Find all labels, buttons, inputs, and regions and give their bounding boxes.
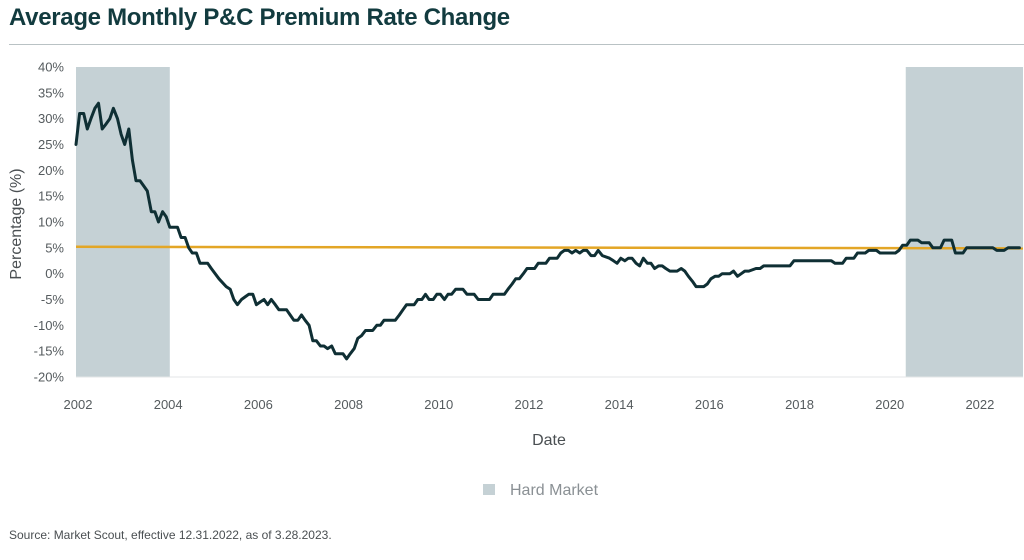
y-tick-label: 0% (45, 266, 64, 281)
reference-line (75, 245, 1024, 250)
x-tick-label: 2006 (244, 397, 273, 412)
series-line (74, 101, 1021, 361)
hard-market-region-2 (905, 67, 1023, 377)
x-tick-label: 2004 (154, 397, 183, 412)
x-tick-label: 2014 (605, 397, 634, 412)
x-tick-label: 2020 (875, 397, 904, 412)
legend-swatch-hard-market (483, 484, 495, 495)
x-tick-label: 2016 (695, 397, 724, 412)
source-note: Source: Market Scout, effective 12.31.20… (9, 528, 332, 542)
y-axis-label: Percentage (%) (8, 168, 25, 279)
x-tick-label: 2012 (514, 397, 543, 412)
x-tick-label: 2008 (334, 397, 363, 412)
y-tick-label: 35% (38, 85, 64, 100)
y-tick-label: 20% (38, 163, 64, 178)
y-tick-label: 5% (45, 240, 64, 255)
y-tick-label: -15% (34, 344, 65, 359)
x-axis-ticks: 2002 2004 2006 2008 2010 2012 2014 2016 2018 2020… (64, 397, 995, 412)
y-tick-label: -10% (34, 318, 65, 333)
x-tick-label: 2002 (64, 397, 93, 412)
title-divider (9, 44, 1024, 45)
y-tick-label: -20% (34, 370, 65, 385)
legend-label-hard-market: Hard Market (510, 482, 599, 499)
x-tick-label: 2010 (424, 397, 453, 412)
shaded-regions (76, 67, 1023, 377)
y-tick-label: 30% (38, 111, 64, 126)
x-tick-label: 2018 (785, 397, 814, 412)
y-axis-ticks: 40% 35% 30% 25% 20% 15% 10% 5% 0% -5% -10% -15% -20% (34, 60, 65, 385)
legend: Hard Market (483, 482, 599, 499)
x-tick-label: 2022 (965, 397, 994, 412)
page-title: Average Monthly P&C Premium Rate Change (9, 4, 510, 31)
y-tick-label: 15% (38, 189, 64, 204)
y-tick-label: 25% (38, 137, 64, 152)
y-tick-label: 10% (38, 215, 64, 230)
hard-market-region-1 (76, 67, 170, 377)
y-tick-label: -5% (41, 292, 65, 307)
x-axis-label: Date (532, 432, 566, 449)
y-tick-label: 40% (38, 60, 64, 75)
